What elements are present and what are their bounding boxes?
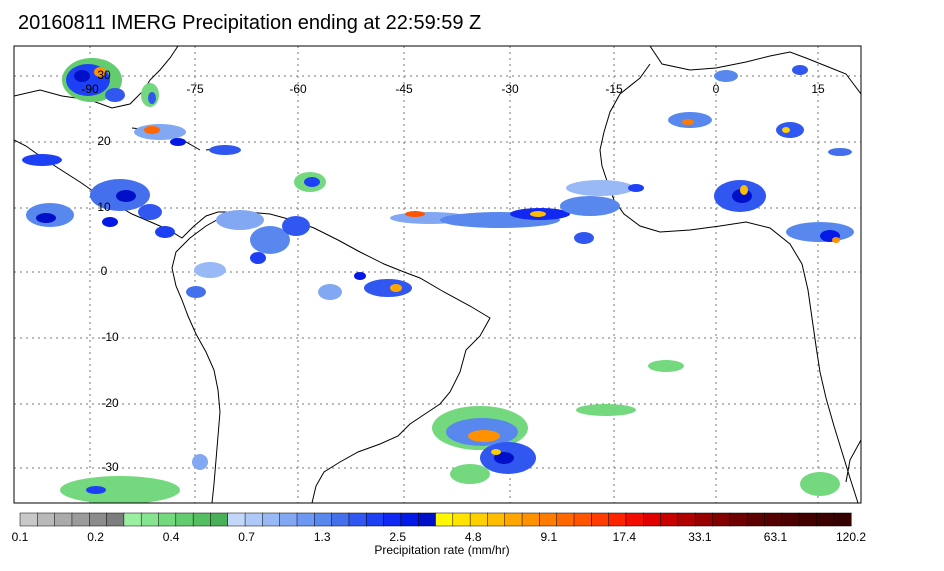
colorbar-swatch — [504, 512, 523, 527]
latitude-label: -30 — [101, 460, 119, 474]
longitude-label: 0 — [713, 82, 720, 96]
colorbar-tick-label: 0.4 — [163, 530, 180, 544]
colorbar-swatch — [798, 512, 817, 527]
colorbar-tick-label: 2.5 — [389, 530, 406, 544]
colorbar-swatch — [54, 512, 73, 527]
colorbar-swatch — [469, 512, 488, 527]
colorbar-swatch — [677, 512, 696, 527]
colorbar-swatch — [487, 512, 506, 527]
longitude-label: -30 — [501, 82, 519, 96]
colorbar-swatch — [435, 512, 454, 527]
colorbar-swatch — [158, 512, 177, 527]
colorbar-swatch — [123, 512, 142, 527]
colorbar-swatch — [746, 512, 765, 527]
colorbar-swatch — [556, 512, 575, 527]
colorbar-swatch — [314, 512, 333, 527]
colorbar-swatch — [521, 512, 540, 527]
longitude-label: -45 — [395, 82, 413, 96]
colorbar-swatch — [192, 512, 211, 527]
colorbar-swatch — [71, 512, 90, 527]
colorbar-tick-label: 17.4 — [613, 530, 637, 544]
colorbar-swatch — [140, 512, 160, 527]
colorbar-tick-label: 0.1 — [12, 530, 29, 544]
rain-africa — [668, 65, 854, 243]
colorbar-tick-label: 1.3 — [314, 530, 331, 544]
colorbar-tick-label: 0.7 — [238, 530, 255, 544]
colorbar-tick-label: 63.1 — [764, 530, 788, 544]
colorbar-swatch — [366, 512, 385, 527]
colorbar-swatch — [37, 512, 56, 527]
madagascar-coast — [845, 439, 861, 483]
colorbar-swatch — [816, 512, 835, 527]
map-title: 20160811 IMERG Precipitation ending at 2… — [18, 12, 482, 34]
colorbar-swatch — [764, 512, 783, 527]
colorbar-swatch — [643, 512, 662, 527]
precipitation-field — [22, 58, 854, 503]
latitude-label: 10 — [97, 200, 111, 214]
south-america-coast — [171, 211, 491, 503]
longitude-label: -15 — [605, 82, 623, 96]
colorbar-swatch — [296, 512, 315, 527]
colorbar-swatch — [694, 512, 714, 527]
colorbar-swatch — [417, 512, 437, 527]
map-border — [13, 45, 862, 504]
colorbar-swatch — [591, 512, 610, 527]
colorbar-swatch — [400, 512, 419, 527]
colorbar-swatch — [175, 512, 194, 527]
colorbar-swatches — [19, 512, 852, 527]
latitude-label: 30 — [97, 68, 111, 82]
colorbar-swatch — [262, 512, 281, 527]
colorbar-tick-label: 9.1 — [540, 530, 557, 544]
colorbar-swatch — [227, 512, 246, 527]
colorbar-swatch — [781, 512, 800, 527]
colorbar-swatch — [712, 512, 731, 527]
colorbar-swatch — [660, 512, 679, 527]
colorbar-swatch — [625, 512, 644, 527]
colorbar-swatch — [539, 512, 558, 527]
graticule — [14, 46, 861, 503]
rain-east-pacific — [22, 154, 175, 238]
colorbar-swatch — [331, 512, 350, 527]
colorbar-tick-label: 120.2 — [836, 530, 866, 544]
colorbar-tick-label: 4.8 — [465, 530, 482, 544]
latitude-labels: 30 20 10 0 -10 -20 -30 — [97, 68, 119, 474]
rain-gulf-north — [62, 58, 159, 107]
colorbar-swatch — [244, 512, 263, 527]
colorbar-swatch — [19, 512, 38, 527]
longitude-label: -60 — [289, 82, 307, 96]
latitude-label: 20 — [97, 134, 111, 148]
latitude-label: -10 — [101, 330, 119, 344]
latitude-label: 0 — [101, 264, 108, 278]
colorbar-swatch — [452, 512, 471, 527]
latitude-label: -20 — [101, 396, 119, 410]
rain-south-atlantic — [60, 360, 840, 503]
colorbar-swatch — [210, 512, 229, 527]
colorbar-tick-label: 33.1 — [688, 530, 712, 544]
rain-caribbean — [134, 124, 326, 192]
colorbar-tick-labels: 0.1 0.2 0.4 0.7 1.3 2.5 4.8 9.1 17.4 33.1 63.1 120.… — [12, 530, 867, 544]
longitude-label: -75 — [186, 82, 204, 96]
colorbar-swatch — [279, 512, 298, 527]
colorbar-swatch — [729, 512, 748, 527]
colorbar-swatch — [573, 512, 592, 527]
colorbar-swatch — [608, 512, 627, 527]
colorbar-swatch — [383, 512, 402, 527]
longitude-label: -90 — [81, 82, 99, 96]
longitude-label: 15 — [811, 82, 825, 96]
colorbar-swatch — [348, 512, 367, 527]
colorbar-tick-label: 0.2 — [87, 530, 104, 544]
longitude-labels: -90 -75 -60 -45 -30 -15 0 15 — [81, 82, 825, 96]
colorbar-title: Precipitation rate (mm/hr) — [374, 543, 510, 557]
colorbar-swatch — [833, 512, 852, 527]
rain-south-america-north — [186, 210, 412, 300]
colorbar-swatch — [106, 512, 125, 527]
colorbar-swatch — [89, 512, 108, 527]
rain-itcz-band — [390, 180, 644, 244]
africa-coast — [599, 46, 861, 503]
